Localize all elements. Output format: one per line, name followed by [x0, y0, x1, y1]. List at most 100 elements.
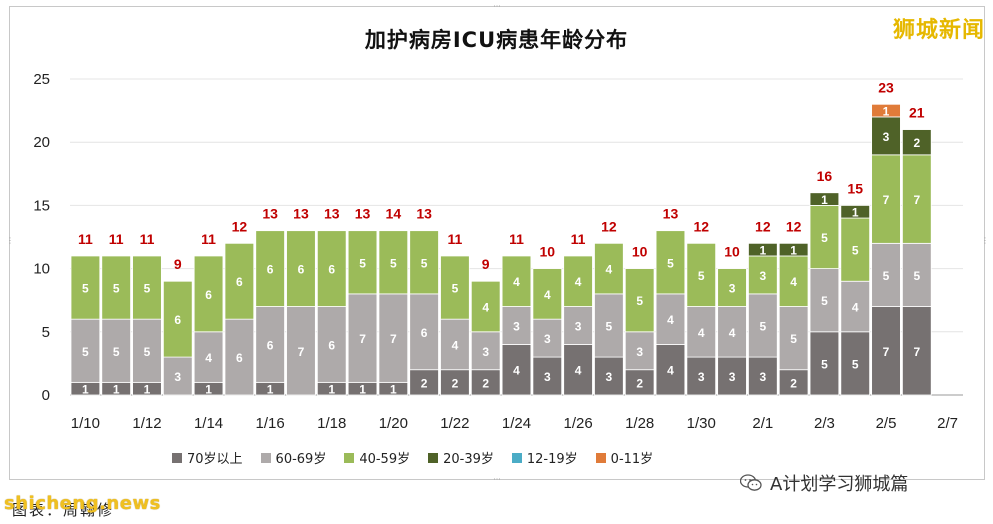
bar-segment	[624, 268, 655, 333]
legend-item: 12-19岁	[511, 448, 578, 467]
source-credit: 图表：周翰修	[12, 501, 115, 519]
legend-swatch	[260, 452, 271, 463]
total-value-label: 10	[724, 244, 740, 260]
segment-value-label: 6	[421, 326, 428, 340]
bar-segment	[470, 331, 501, 371]
bar-segment	[717, 268, 747, 307]
segment-value-label: 4	[513, 364, 520, 378]
total-value-label: 13	[324, 206, 340, 222]
bar-segment	[224, 242, 255, 320]
segment-value-label: 1	[82, 383, 89, 397]
bar-segment	[778, 255, 809, 307]
segment-value-label: 4	[205, 351, 212, 365]
segment-value-label: 5	[606, 319, 613, 333]
segment-value-label: 7	[913, 193, 920, 207]
x-tick-label: 1/30	[687, 415, 716, 432]
total-value-label: 11	[140, 231, 155, 247]
segment-value-label: 3	[482, 345, 489, 359]
legend-swatch	[595, 452, 606, 463]
segment-value-label: 5	[852, 357, 859, 371]
segment-value-label: 5	[144, 282, 151, 296]
total-value-label: 11	[509, 231, 524, 247]
segment-value-label: 1	[390, 383, 397, 397]
x-tick-label: 1/22	[440, 415, 469, 432]
segment-value-label: 4	[513, 275, 520, 289]
bar-segment	[532, 356, 563, 396]
total-value-label: 12	[755, 218, 771, 234]
segment-value-label: 3	[698, 370, 705, 384]
segment-value-label: 4	[667, 364, 674, 378]
total-value-label: 14	[386, 206, 402, 222]
resize-handle-right[interactable]: ⋮	[981, 236, 989, 245]
bar-segment	[902, 154, 932, 244]
total-value-label: 21	[909, 105, 925, 121]
segment-value-label: 4	[698, 326, 705, 340]
segment-value-label: 4	[606, 263, 613, 277]
y-tick-label: 10	[33, 261, 50, 278]
bar-segment	[378, 230, 409, 295]
segment-value-label: 1	[144, 383, 151, 397]
bar-segment	[871, 306, 901, 396]
bar-segment	[902, 129, 932, 156]
total-value-label: 11	[448, 231, 463, 247]
bar-segment	[101, 255, 131, 320]
segment-value-label: 6	[328, 338, 335, 352]
bar-segment	[563, 255, 593, 307]
bar-segment	[132, 255, 162, 320]
total-value-label: 9	[174, 256, 182, 272]
bar-segment	[748, 356, 778, 396]
bar-segment	[871, 103, 901, 118]
bar-segment	[809, 268, 840, 333]
legend-label: 40-59岁	[359, 452, 411, 467]
legend-item: 60-69岁	[260, 448, 326, 467]
bar-segment	[686, 356, 717, 396]
bar-segment	[594, 242, 624, 295]
segment-value-label: 3	[883, 130, 890, 144]
y-tick-label: 5	[42, 324, 50, 341]
segment-value-label: 1	[359, 383, 366, 397]
bar-segment	[470, 280, 501, 333]
total-value-label: 11	[201, 231, 216, 247]
segment-value-label: 4	[729, 326, 736, 340]
chart-title: 加护病房ICU病患年龄分布	[364, 28, 629, 52]
bar-segment	[255, 230, 285, 307]
segment-value-label: 5	[452, 282, 459, 296]
resize-handle-top[interactable]: ···	[493, 2, 501, 11]
bar-segment	[624, 331, 655, 371]
bar-segment	[624, 369, 655, 396]
segment-value-label: 3	[729, 282, 736, 296]
bar-segment	[748, 293, 778, 358]
total-value-label: 9	[482, 256, 490, 272]
bar-segment	[655, 344, 686, 396]
bar-segment	[717, 306, 747, 358]
chart-legend: 70岁以上 60-69岁 40-59岁 20-39岁 12-19岁 0-11岁	[172, 448, 671, 467]
bar-segment	[501, 344, 532, 396]
bar-segment	[748, 242, 778, 257]
bar-segment	[347, 293, 378, 383]
segment-value-label: 5	[883, 269, 890, 283]
x-tick-label: 1/28	[625, 415, 654, 432]
segment-value-label: 4	[575, 364, 582, 378]
segment-value-label: 1	[790, 244, 797, 258]
segment-value-label: 6	[298, 263, 305, 277]
bar-segment	[778, 369, 809, 396]
segment-value-label: 1	[883, 105, 890, 119]
bar-segment	[594, 293, 624, 358]
resize-handle-bottom[interactable]: ···	[493, 475, 501, 484]
total-value-label: 12	[693, 218, 709, 234]
bar-segment	[655, 230, 686, 295]
total-value-label: 12	[786, 218, 802, 234]
bar-segment	[809, 192, 840, 206]
total-value-label: 13	[355, 206, 371, 222]
total-value-label: 12	[601, 218, 617, 234]
total-value-label: 11	[78, 231, 93, 247]
segment-value-label: 3	[174, 370, 181, 384]
y-tick-label: 15	[33, 197, 50, 214]
total-value-label: 16	[817, 168, 833, 184]
segment-value-label: 1	[113, 383, 120, 397]
bar-segment	[101, 318, 131, 383]
resize-handle-left[interactable]: ⋮	[6, 236, 14, 245]
total-value-label: 13	[293, 206, 309, 222]
bar-segment	[902, 306, 932, 396]
